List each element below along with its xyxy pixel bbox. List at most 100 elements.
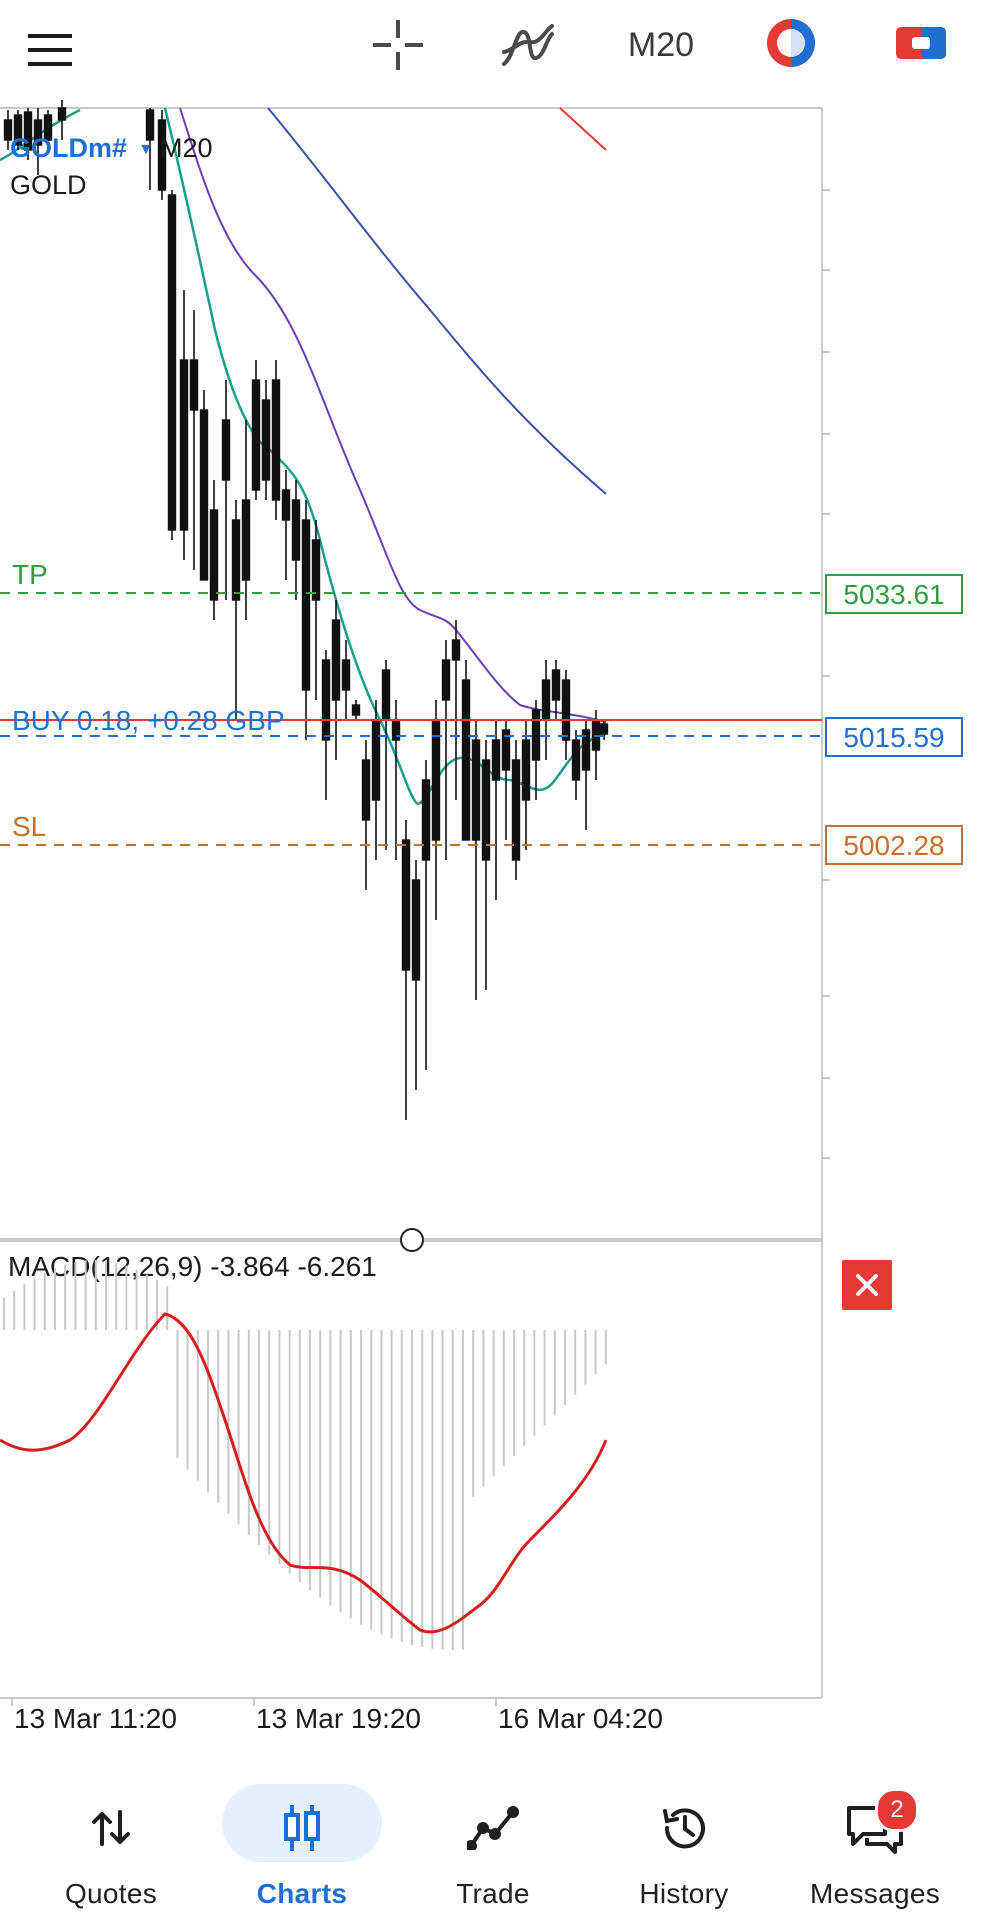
active-tab-indicator: [222, 1784, 382, 1862]
hamburger-menu-icon[interactable]: [22, 22, 78, 78]
nav-label: Messages: [809, 1878, 940, 1909]
macd-signal-line: [0, 1312, 608, 1634]
candle-body: [471, 739, 481, 841]
nav-label: Quotes: [64, 1878, 158, 1909]
candle-body: [421, 779, 431, 861]
crosshair-icon[interactable]: [368, 10, 428, 80]
candle-body: [321, 659, 331, 741]
candle-body: [157, 119, 167, 191]
candle-body: [551, 669, 561, 701]
candle-body: [531, 709, 541, 761]
candle-body: [13, 114, 23, 146]
one-click-trade-icon[interactable]: [890, 12, 952, 74]
sl-price: 5002.28: [843, 830, 944, 861]
candle-body: [541, 679, 551, 721]
trade-line-icon: [463, 1798, 523, 1858]
account-switch-icon[interactable]: [760, 12, 822, 74]
sl-label: SL: [12, 811, 46, 842]
candle-body: [431, 719, 441, 841]
nav-label: History: [639, 1878, 729, 1909]
candle-body: [231, 519, 241, 601]
candle-body: [561, 679, 571, 741]
candle-body: [271, 379, 281, 501]
timeframe-label: M20: [627, 25, 695, 64]
time-label: 13 Mar 19:20: [256, 1703, 421, 1734]
candle-body: [381, 669, 391, 721]
messages-badge: 2: [875, 1788, 919, 1832]
ma-red-line: [559, 107, 607, 151]
candle-body: [521, 739, 531, 801]
candle-body: [251, 379, 261, 491]
ma-mid-line: [179, 107, 607, 723]
time-label: 13 Mar 11:20: [14, 1703, 177, 1734]
timeframe-selector[interactable]: M20: [618, 10, 704, 80]
quotes-arrows-icon: [81, 1798, 141, 1858]
nav-label: Charts: [256, 1878, 348, 1909]
macd-label: MACD(12,26,9) -3.864 -6.261: [8, 1251, 377, 1282]
candle-body: [511, 759, 521, 861]
close-icon[interactable]: [842, 1260, 892, 1310]
candle-body: [57, 107, 67, 121]
chart-toolbar: M20: [0, 0, 986, 108]
symbol-dropdown-icon[interactable]: ▼: [138, 141, 154, 158]
candle-body: [43, 114, 53, 141]
candle-body: [441, 659, 451, 701]
candle-body: [261, 399, 271, 481]
sl-price-tag: [825, 825, 963, 865]
candle-body: [221, 419, 231, 481]
bid-price-tag: [825, 717, 963, 757]
candle-body: [241, 499, 251, 581]
candle-body: [341, 659, 351, 691]
price-chart[interactable]: TP BUY 0.18, +0.28 GBP SL 5033.61 5015.5…: [0, 0, 986, 1760]
candle-body: [209, 509, 219, 601]
candle-body: [331, 619, 341, 701]
symbol-timeframe: M20: [160, 133, 213, 163]
candle-body: [351, 704, 361, 716]
candle-body: [33, 119, 43, 146]
candle-body: [481, 759, 491, 861]
candle-body: [311, 539, 321, 601]
candle-body: [189, 359, 199, 411]
candle-body: [401, 839, 411, 971]
tp-label: TP: [12, 559, 48, 590]
ma-slow-line: [267, 107, 607, 495]
nav-label: Trade: [456, 1878, 530, 1909]
symbol-name[interactable]: GOLDm#: [10, 133, 127, 163]
candle-body: [581, 729, 591, 771]
candle-body: [301, 519, 311, 691]
tp-price-tag: [825, 574, 963, 614]
candle-body: [411, 879, 421, 981]
candle-body: [361, 759, 371, 821]
nav-quotes[interactable]: Quotes: [16, 1760, 206, 1920]
panel-resize-handle[interactable]: [400, 1228, 424, 1252]
candle-body: [291, 499, 301, 561]
candle-body: [167, 194, 177, 531]
candle-body: [599, 723, 609, 735]
candle-body: [199, 409, 209, 581]
candle-body: [179, 359, 189, 531]
position-label[interactable]: BUY 0.18, +0.28 GBP: [12, 705, 285, 736]
nav-messages[interactable]: Messages: [780, 1760, 970, 1920]
tp-price: 5033.61: [843, 579, 944, 610]
candle-body: [3, 119, 13, 141]
nav-charts[interactable]: Charts: [207, 1760, 397, 1920]
symbol-description: GOLD: [10, 170, 87, 200]
candle-body: [571, 739, 581, 781]
time-label: 16 Mar 04:20: [498, 1703, 663, 1734]
macd-histogram: [3, 1260, 607, 1650]
candle-body: [451, 639, 461, 661]
indicators-icon[interactable]: [498, 10, 558, 80]
nav-trade[interactable]: Trade: [398, 1760, 588, 1920]
bid-price: 5015.59: [843, 722, 944, 753]
candle-body: [371, 719, 381, 801]
charts-candles-icon: [272, 1798, 332, 1858]
candle-body: [491, 739, 501, 781]
candle-body: [145, 109, 155, 141]
candlesticks: [3, 100, 609, 1120]
nav-history[interactable]: History: [589, 1760, 779, 1920]
candle-body: [281, 489, 291, 521]
candle-body: [501, 729, 511, 771]
candle-body: [461, 679, 471, 841]
ma-fast-line-left: [0, 108, 81, 162]
bottom-navigation: Quotes Charts Trade History Messages 2: [0, 1760, 986, 1920]
